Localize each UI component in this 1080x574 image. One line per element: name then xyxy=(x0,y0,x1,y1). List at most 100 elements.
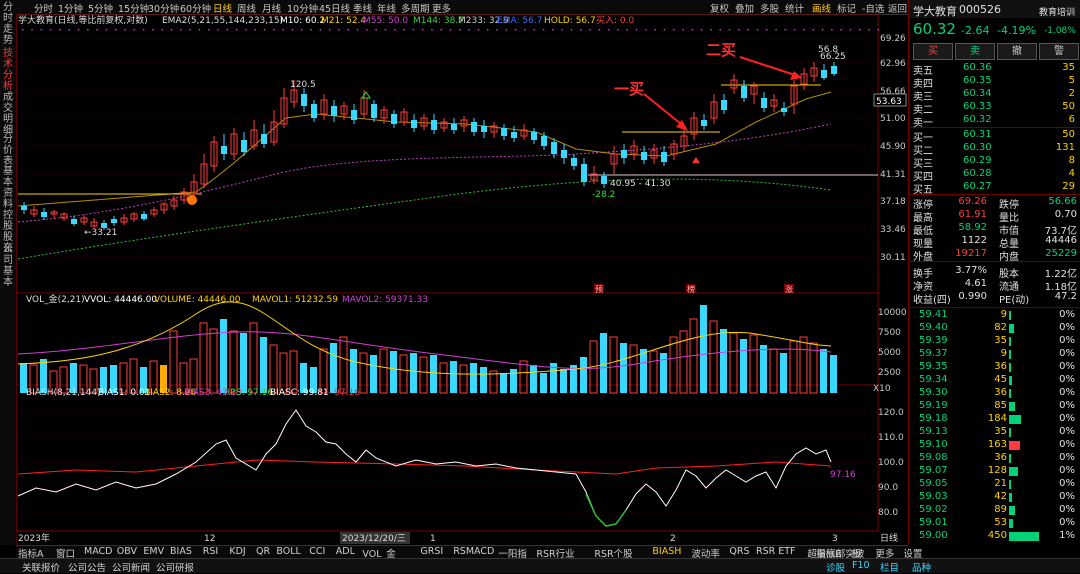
period-14[interactable]: 更多 xyxy=(432,4,452,15)
indicator-tab-15[interactable]: 一阳指 xyxy=(498,549,527,560)
tick-row[interactable]: 59.37 9 0% xyxy=(909,348,1080,361)
left-tab-5[interactable]: 控股股东 xyxy=(3,210,13,254)
period-1[interactable]: 1分钟 xyxy=(58,4,84,15)
period-5[interactable]: 60分钟 xyxy=(180,4,212,15)
ask-row[interactable]: 卖五 60.36 35 xyxy=(909,62,1080,77)
indicator-tab-3[interactable]: OBV xyxy=(116,546,137,557)
toolbar-right-6[interactable]: -自选 xyxy=(862,4,885,15)
trade-button-1[interactable]: 卖 xyxy=(955,43,995,60)
period-0[interactable]: 分时 xyxy=(34,4,54,15)
period-4[interactable]: 30分钟 xyxy=(148,4,180,15)
status-left-3[interactable]: 公司研报 xyxy=(156,563,195,574)
indicator-tab-14[interactable]: RSMACD xyxy=(453,546,495,557)
indicator-tab-5[interactable]: BIAS xyxy=(170,546,192,557)
tick-row[interactable]: 59.39 35 0% xyxy=(909,335,1080,348)
toolbar-right-3[interactable]: 统计 xyxy=(785,4,805,15)
indicator-tab-8[interactable]: QR xyxy=(256,546,271,557)
indicator-tab-21[interactable]: RSR ETF xyxy=(756,546,796,557)
period-3[interactable]: 15分钟 xyxy=(118,4,150,15)
tick-row[interactable]: 59.05 21 0% xyxy=(909,478,1080,491)
tick-row[interactable]: 59.01 53 0% xyxy=(909,517,1080,530)
tick-row[interactable]: 59.19 85 0% xyxy=(909,400,1080,413)
trade-button-2[interactable]: 撤 xyxy=(997,43,1037,60)
tick-row[interactable]: 59.00 450 1% xyxy=(909,530,1080,543)
period-6[interactable]: 日线 xyxy=(213,4,233,15)
sector-tag[interactable]: 教育培训 xyxy=(1039,8,1076,18)
chart-area[interactable]: 69.26 62.96 56.66 51.00 45.90 41.31 37.18 33.46… xyxy=(15,13,908,545)
tick-row[interactable]: 59.40 82 0% xyxy=(909,322,1080,335)
left-tab-4[interactable]: 基本资料 xyxy=(3,166,13,210)
tick-row[interactable]: 59.08 36 0% xyxy=(909,452,1080,465)
indicator-tab-12[interactable]: VOL_金 xyxy=(362,549,396,560)
status-right-2[interactable]: 栏目 xyxy=(880,563,900,574)
toolbar-right-4[interactable]: 画线 xyxy=(812,4,832,15)
indicator-tab-13[interactable]: GRSI xyxy=(420,546,444,557)
indicator-tab-9[interactable]: BOLL xyxy=(276,546,301,557)
status-right-0[interactable]: 诊股 xyxy=(826,563,846,574)
indicator-board-tab[interactable]: 板 xyxy=(852,549,862,560)
left-tab-2[interactable]: 成交明细 xyxy=(3,92,13,136)
status-left-1[interactable]: 公司公告 xyxy=(68,563,107,574)
trade-button-0[interactable]: 买 xyxy=(913,43,953,60)
period-10[interactable]: 45日线 xyxy=(319,4,351,15)
indicator-tab-1[interactable]: 窗口 xyxy=(56,549,76,560)
toolbar-right-5[interactable]: 标记 xyxy=(837,4,857,15)
period-8[interactable]: 月线 xyxy=(262,4,282,15)
period-13[interactable]: 多周期 xyxy=(401,4,430,15)
ask-row[interactable]: 卖二 60.33 50 xyxy=(909,101,1080,116)
indicator-tab-4[interactable]: EMV xyxy=(143,546,165,557)
bid-row[interactable]: 买二 60.30 131 xyxy=(909,142,1080,157)
tick-row[interactable]: 59.02 89 0% xyxy=(909,504,1080,517)
toolbar-right-2[interactable]: 多股 xyxy=(760,4,780,15)
bid-row[interactable]: 买三 60.29 8 xyxy=(909,155,1080,170)
status-left-0[interactable]: 关联报价 xyxy=(22,563,61,574)
indicator-tab-7[interactable]: KDJ xyxy=(229,546,246,557)
period-12[interactable]: 年线 xyxy=(377,4,397,15)
indicator-tab-11[interactable]: ADL xyxy=(335,546,355,557)
bid-row[interactable]: 买五 60.27 29 xyxy=(909,181,1080,196)
tick-row[interactable]: 59.18 184 0% xyxy=(909,413,1080,426)
indicator-tab-23[interactable]: 更多 xyxy=(875,549,895,560)
toolbar-right-1[interactable]: 叠加 xyxy=(735,4,755,15)
left-tab-0[interactable]: 分时走势 xyxy=(3,2,13,46)
left-tab-3[interactable]: 分价表 xyxy=(3,134,13,167)
indicator-tab-0[interactable]: 指标A xyxy=(18,549,44,560)
period-11[interactable]: 季线 xyxy=(353,4,373,15)
tick-row[interactable]: 59.03 42 0% xyxy=(909,491,1080,504)
tick-row[interactable]: 59.10 163 0% xyxy=(909,439,1080,452)
bid-row[interactable]: 买一 60.31 50 xyxy=(909,129,1080,144)
indicator-tab-18[interactable]: BIASH xyxy=(652,546,682,557)
indicator-tab-6[interactable]: RSI xyxy=(202,546,219,557)
tick-row[interactable]: 59.30 36 0% xyxy=(909,387,1080,400)
tick-row[interactable]: 59.13 35 0% xyxy=(909,426,1080,439)
indicator-tab-16[interactable]: RSR行业 xyxy=(536,549,575,560)
status-right-1[interactable]: F10 xyxy=(852,560,870,571)
ask-row[interactable]: 卖四 60.35 5 xyxy=(909,75,1080,90)
status-right-3[interactable]: 品种 xyxy=(912,563,932,574)
period-9[interactable]: 10分钟 xyxy=(287,4,319,15)
indicator-tab-22[interactable]: 超量底部突破 xyxy=(807,549,865,560)
indicator-b-tab[interactable]: 指标B xyxy=(816,549,842,560)
left-tab-6[interactable]: 公司基本 xyxy=(3,244,13,288)
bid-row[interactable]: 买四 60.28 4 xyxy=(909,168,1080,183)
indicator-tab-2[interactable]: MACD xyxy=(84,546,113,557)
left-tab-1[interactable]: 技术分析 xyxy=(3,48,13,92)
tick-row[interactable]: 59.34 45 0% xyxy=(909,374,1080,387)
indicator-tab-17[interactable]: RSR个股 xyxy=(594,549,633,560)
ask-row[interactable]: 卖一 60.32 6 xyxy=(909,114,1080,129)
indicator-tab-19[interactable]: 波动率 xyxy=(691,549,720,560)
period-7[interactable]: 周线 xyxy=(237,4,257,15)
period-2[interactable]: 5分钟 xyxy=(88,4,114,15)
trade-button-3[interactable]: 警 xyxy=(1039,43,1079,60)
indicator-tab-24[interactable]: 设置 xyxy=(903,549,923,560)
tick-row[interactable]: 59.41 9 0% xyxy=(909,309,1080,322)
ask-row[interactable]: 卖三 60.34 2 xyxy=(909,88,1080,103)
indicator-tab-20[interactable]: QRS xyxy=(729,546,750,557)
tick-row[interactable]: 59.07 128 0% xyxy=(909,465,1080,478)
indicator-tab-10[interactable]: CCI xyxy=(309,546,326,557)
toolbar-right-0[interactable]: 复权 xyxy=(710,4,730,15)
status-left-2[interactable]: 公司新闻 xyxy=(112,563,151,574)
toolbar-right-7[interactable]: 返回 xyxy=(888,4,908,15)
kline-chart-svg[interactable]: 69.26 62.96 56.66 51.00 45.90 41.31 37.18 33.46… xyxy=(15,13,908,545)
tick-row[interactable]: 59.35 36 0% xyxy=(909,361,1080,374)
